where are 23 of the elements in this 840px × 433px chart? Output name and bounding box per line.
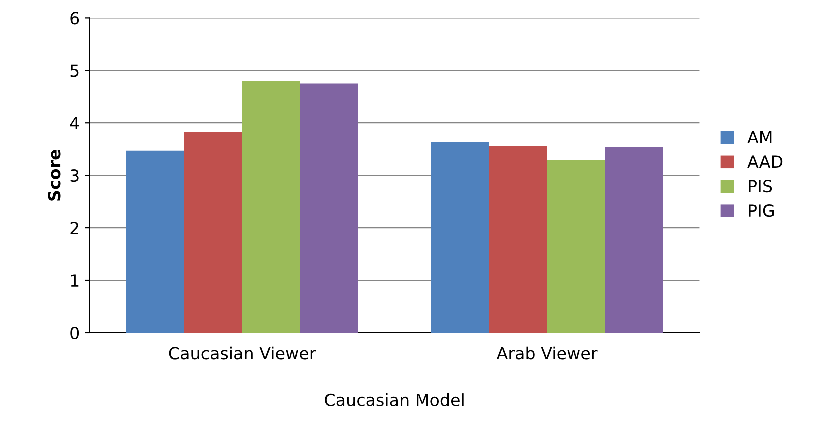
y-tick-label: 2 — [70, 222, 78, 234]
x-axis-title: Caucasian Model — [325, 394, 464, 406]
x-tick-label: Caucasian Viewer — [169, 346, 316, 360]
bar — [547, 160, 606, 333]
y-tick-label: 5 — [70, 64, 79, 78]
y-tick-label: 1 — [71, 274, 79, 287]
bar — [431, 142, 490, 333]
bar — [184, 132, 242, 333]
bar — [126, 150, 184, 333]
y-tick-label: 4 — [70, 117, 80, 130]
legend-label: PIS — [749, 180, 772, 193]
bar — [605, 147, 664, 333]
legend-label: AAD — [748, 156, 783, 168]
bar — [300, 84, 358, 333]
bar — [242, 81, 300, 333]
bar — [489, 146, 548, 333]
y-axis-title: Score — [48, 150, 61, 201]
legend-label: AM — [748, 131, 772, 144]
y-tick-label: 3 — [70, 170, 79, 182]
y-tick-label: 0 — [70, 326, 80, 340]
legend-label: PIG — [749, 204, 774, 218]
x-tick-label: Arab Viewer — [496, 346, 598, 360]
y-tick-label: 6 — [70, 12, 80, 25]
